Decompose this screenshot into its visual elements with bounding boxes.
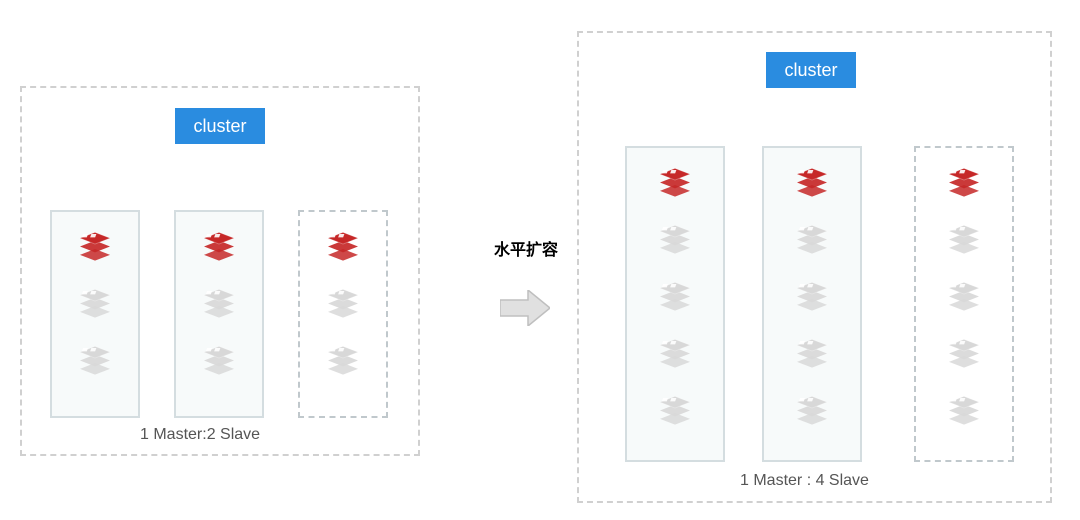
redis-slave-icon — [655, 217, 695, 262]
stack-icon — [792, 274, 832, 314]
cluster-caption: 1 Master:2 Slave — [140, 426, 260, 444]
stack-icon — [944, 331, 984, 371]
redis-slave-icon — [944, 217, 984, 262]
stack-icon — [199, 281, 239, 321]
redis-slave-icon — [655, 388, 695, 433]
stack-icon — [792, 217, 832, 257]
redis-slave-icon — [655, 274, 695, 319]
redis-slave-icon — [75, 281, 115, 326]
stack-icon — [655, 160, 695, 200]
cluster-label-box: cluster — [766, 52, 856, 88]
stack-icon — [75, 281, 115, 321]
redis-master-icon — [655, 160, 695, 205]
stack-icon — [323, 224, 363, 264]
stack-icon — [944, 217, 984, 257]
stack-icon — [323, 338, 363, 378]
node-column-new — [914, 146, 1014, 462]
node-column — [762, 146, 862, 462]
stack-icon — [792, 388, 832, 428]
stack-icon — [655, 274, 695, 314]
stack-icon — [792, 160, 832, 200]
stack-icon — [199, 338, 239, 378]
redis-slave-icon — [75, 338, 115, 383]
redis-slave-icon — [199, 338, 239, 383]
stack-icon — [75, 224, 115, 264]
redis-slave-icon — [199, 281, 239, 326]
node-column — [625, 146, 725, 462]
cluster-caption: 1 Master : 4 Slave — [740, 472, 869, 490]
redis-master-icon — [323, 224, 363, 269]
redis-master-icon — [792, 160, 832, 205]
redis-slave-icon — [944, 274, 984, 319]
stack-icon — [792, 331, 832, 371]
redis-master-icon — [944, 160, 984, 205]
redis-slave-icon — [792, 217, 832, 262]
redis-slave-icon — [323, 338, 363, 383]
redis-master-icon — [199, 224, 239, 269]
redis-slave-icon — [323, 281, 363, 326]
redis-slave-icon — [944, 331, 984, 376]
stack-icon — [199, 224, 239, 264]
stack-icon — [944, 388, 984, 428]
cluster-label-box: cluster — [175, 108, 265, 144]
redis-slave-icon — [792, 274, 832, 319]
redis-master-icon — [75, 224, 115, 269]
node-column — [174, 210, 264, 418]
redis-slave-icon — [792, 388, 832, 433]
stack-icon — [655, 331, 695, 371]
stack-icon — [655, 217, 695, 257]
redis-slave-icon — [792, 331, 832, 376]
transition-arrow-icon — [500, 290, 550, 331]
stack-icon — [944, 274, 984, 314]
stack-icon — [75, 338, 115, 378]
transition-label: 水平扩容 — [494, 236, 558, 260]
stack-icon — [655, 388, 695, 428]
node-column — [50, 210, 140, 418]
redis-slave-icon — [655, 331, 695, 376]
node-column-new — [298, 210, 388, 418]
redis-slave-icon — [944, 388, 984, 433]
stack-icon — [944, 160, 984, 200]
stack-icon — [323, 281, 363, 321]
